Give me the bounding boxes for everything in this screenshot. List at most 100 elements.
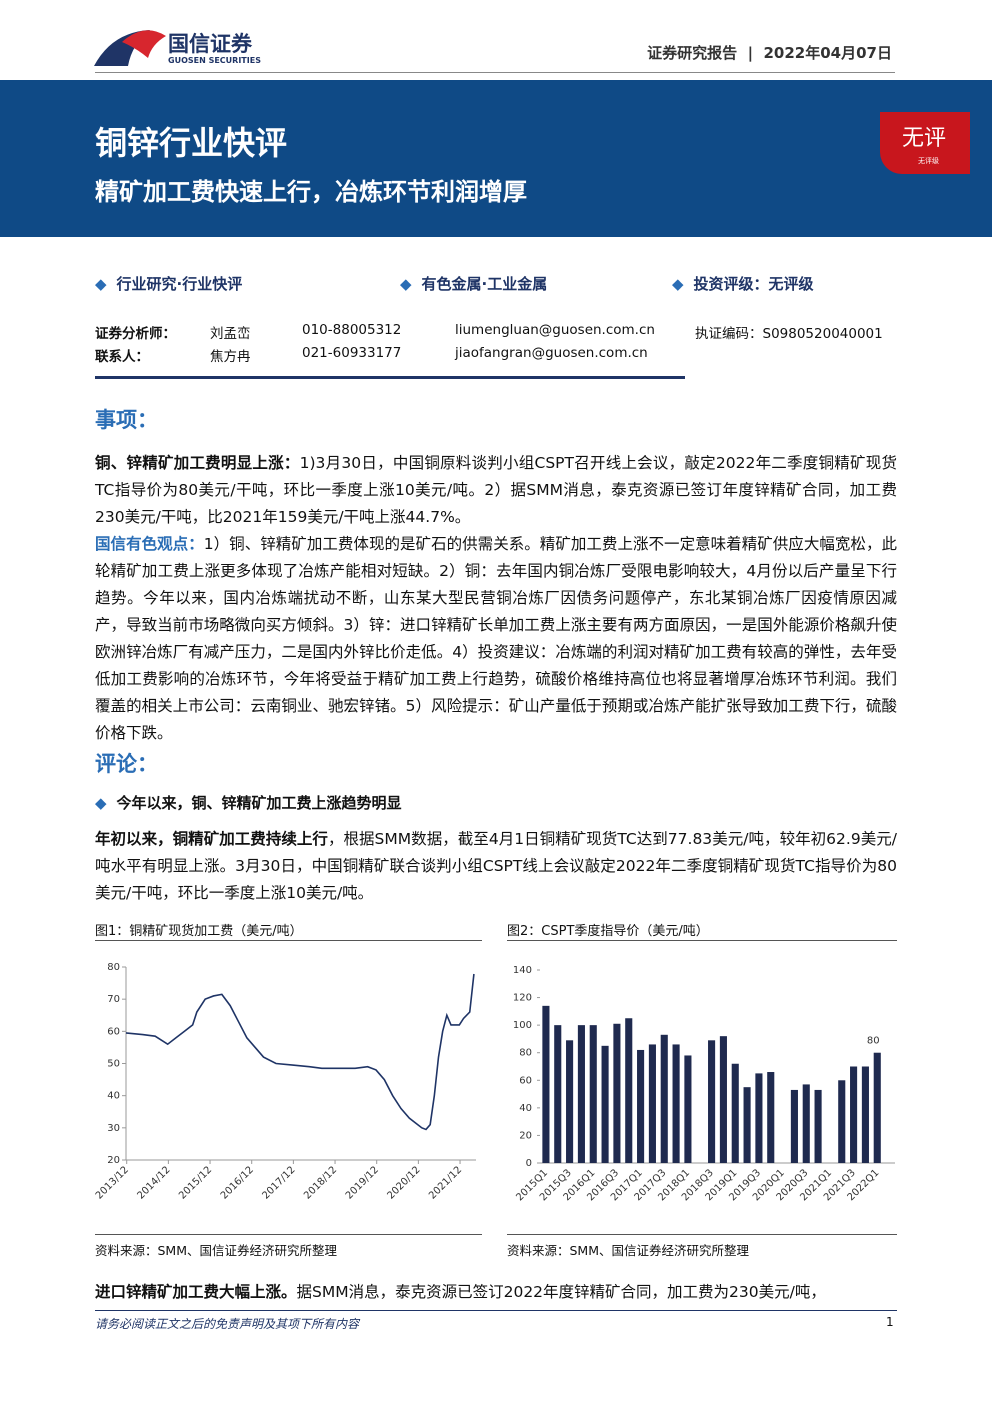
figure-source: 资料来源：SMM、国信证券经济研究所整理 [95,1243,338,1258]
email: jiaofangran@guosen.com.cn [455,345,648,361]
rule [95,376,685,379]
x-tick-label: 2013/12 [94,1164,131,1201]
bar [684,1055,692,1163]
heading: 评论： [95,752,158,776]
y-tick-label: 80 [107,962,120,973]
rating: 无评 [902,126,947,151]
bar [755,1073,763,1163]
x-tick-label: 2019/12 [344,1164,381,1201]
role: 证券分析师： [95,326,176,342]
bar [719,1036,727,1163]
tag: ◆ 有色金属·工业金属 [400,275,548,293]
y-tick-label: 50 [107,1059,120,1070]
text: 1）铜、锌精矿加工费体现的是矿石的供需关系。精矿加工费上涨不一定意味着精矿供应大… [95,535,897,742]
bar [672,1044,680,1163]
x-tick-label: 2018/12 [302,1164,339,1201]
name: 刘孟峦 [210,326,251,342]
brand: 国信证券 [168,32,252,56]
figure-title: 图2：CSPT季度指导价（美元/吨） [507,924,709,939]
bar [790,1089,798,1163]
x-tick-label: 2015/12 [177,1164,214,1201]
tag-text: 行业研究·行业快评 [116,275,243,293]
role: 联系人： [95,349,149,365]
bar [589,1025,597,1163]
chart: 20 30 40 50 60 70 80 2013/12 2014/12 2015/12 2016/… [94,962,476,1202]
doc-type: 证券研究报告 [647,44,738,62]
bar [802,1084,810,1163]
name: 焦方冉 [210,349,251,365]
phone: 021-60933177 [302,345,402,361]
line [125,973,475,1131]
rating-badge [880,112,970,174]
y-tick-label: 40 [107,1091,120,1102]
lead: 年初以来，铜精矿加工费持续上行 [95,830,328,848]
tag-text: 有色金属·工业金属 [421,275,548,293]
data-label: 80 [867,1036,880,1047]
bar [743,1087,751,1163]
bar [861,1066,869,1163]
bar [601,1045,609,1163]
rule [95,1234,482,1235]
bar [838,1080,846,1163]
heading: 事项： [95,408,158,432]
subheading-text: 今年以来，铜、锌精矿加工费上涨趋势明显 [116,794,402,812]
rule [95,72,895,73]
paragraph: 国信有色观点：1）铜、锌精矿加工费体现的是矿石的供需关系。精矿加工费上涨不一定意… [95,531,897,747]
chart: 0204060801001201402015Q12015Q32016Q12016… [513,965,895,1203]
y-tick-label: 120 [513,993,532,1004]
bar [637,1049,645,1163]
page-number: 1 [886,1315,894,1329]
bar [566,1040,574,1163]
brand-en: GUOSEN SECURITIES [168,56,261,65]
y-tick-label: 20 [519,1130,532,1141]
bar [660,1034,668,1163]
bar [625,1018,633,1163]
tag: ◆ 行业研究·行业快评 [95,275,243,293]
doc-meta: 证券研究报告 | 2022年04月07日 [647,44,893,62]
lead: 进口锌精矿加工费大幅上涨。 [95,1283,297,1301]
y-tick-label: 0 [526,1158,532,1169]
rule [95,940,482,941]
logo [94,30,166,66]
text: 1)3月30日，中国铜原料谈判小组CSPT召开线上会议，敲定2022年二季度铜精… [95,454,897,526]
bar [731,1063,739,1163]
lead: 铜、锌精矿加工费明显上涨： [95,454,300,472]
x-tick-label: 2014/12 [135,1164,172,1201]
x-tick-label: 2016/12 [219,1164,256,1201]
y-tick-label: 100 [513,1020,532,1031]
bar [613,1023,621,1163]
x-tick-label: 2021/12 [427,1164,464,1201]
rating-sub: 无评级 [918,157,939,165]
bar [767,1072,775,1163]
bar [577,1025,585,1163]
text: ，根据SMM数据，截至4月1日铜精矿现货TC达到77.83美元/吨，较年初62.… [95,830,897,902]
bar [814,1089,822,1163]
y-tick-label: 60 [107,1026,120,1037]
date: 2022年04月07日 [763,44,893,62]
tag: ◆ 投资评级：无评级 [672,275,814,293]
rule [95,1310,897,1311]
y-tick-label: 80 [519,1048,532,1059]
x-tick-label: 2017/12 [260,1164,297,1201]
disclaimer: 请务必阅读正文之后的免责声明及其项下所有内容 [95,1317,360,1331]
bar [708,1040,716,1163]
figure-source: 资料来源：SMM、国信证券经济研究所整理 [507,1243,750,1258]
banner-title: 铜锌行业快评 [95,124,288,162]
y-tick-label: 40 [519,1103,532,1114]
y-tick-label: 140 [513,965,532,976]
y-tick-label: 20 [107,1155,120,1166]
paragraph: 年初以来，铜精矿加工费持续上行，根据SMM数据，截至4月1日铜精矿现货TC达到7… [95,826,897,907]
rule [507,940,897,941]
bar [873,1052,881,1163]
rule [507,1234,897,1235]
paragraph: 铜、锌精矿加工费明显上涨：1)3月30日，中国铜原料谈判小组CSPT召开线上会议… [95,450,897,531]
y-tick-label: 60 [519,1075,532,1086]
lead: 国信有色观点： [95,535,204,553]
y-tick-label: 70 [107,994,120,1005]
text: 据SMM消息，泰克资源已签订2022年度锌精矿合同，加工费为230美元/吨， [296,1283,826,1301]
email: liumengluan@guosen.com.cn [455,322,655,338]
bar [850,1066,858,1163]
cert: 执证编码：S0980520040001 [695,326,883,342]
paragraph: 进口锌精矿加工费大幅上涨。据SMM消息，泰克资源已签订2022年度锌精矿合同，加… [95,1279,897,1306]
